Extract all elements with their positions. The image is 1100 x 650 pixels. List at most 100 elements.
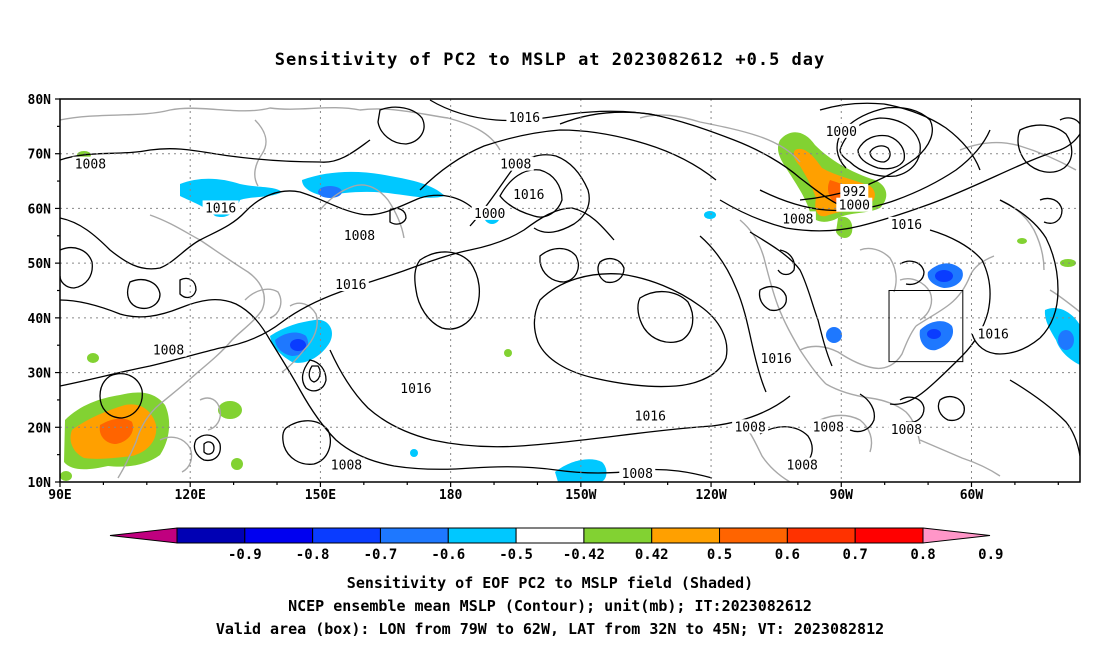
contour-label-bg: [332, 277, 369, 292]
colorbar-label: -0.6: [431, 547, 465, 563]
coastlines: [60, 106, 1080, 482]
colorbar-label: -0.8: [296, 547, 330, 563]
lon-label: 120W: [695, 488, 726, 503]
contour-label: 1008: [787, 459, 818, 474]
contour-label-bg: [341, 227, 378, 242]
lat-label: 40N: [28, 312, 52, 327]
lon-label: 150E: [305, 488, 336, 503]
lat-label: 60N: [28, 202, 52, 217]
shaded-sensitivity-areas: [60, 132, 1080, 482]
contour-label-bg: [506, 110, 543, 125]
mslp-contours: [60, 99, 1080, 479]
contour-label-bg: [840, 184, 869, 199]
contour-label-bg: [888, 422, 925, 437]
contour-label-bg: [888, 216, 925, 231]
contour-label: 1008: [331, 459, 362, 474]
colorbar-label: 0.9: [978, 547, 1003, 563]
lat-label: 10N: [28, 476, 52, 491]
contour-label: 1008: [734, 420, 765, 435]
colorbar-label: 0.8: [910, 547, 935, 563]
contour-label-bg: [72, 156, 109, 171]
lat-label: 70N: [28, 148, 52, 163]
caption-valid-area: Valid area (box): LON from 79W to 62W, L…: [215, 620, 885, 638]
contour-label-bg: [497, 156, 534, 171]
lon-label: 60W: [960, 488, 984, 503]
contour-label: 1016: [891, 218, 922, 233]
contour-label: 1008: [891, 423, 922, 438]
colorbar: [109, 527, 991, 544]
contour-label: 1016: [205, 201, 236, 216]
colorbar-swatch: [312, 527, 381, 544]
colorbar-swatch: [379, 527, 449, 544]
contour-label-bg: [810, 419, 847, 434]
contour-label-bg: [758, 350, 795, 365]
contour-label: 1016: [635, 409, 666, 424]
contour-label-bg: [779, 211, 816, 226]
caption-contour: NCEP ensemble mean MSLP (Contour); unit(…: [288, 597, 812, 615]
latitude-labels: 80N 70N 60N 50N 40N 30N 20N 10N: [28, 93, 52, 491]
shaded-negative-area: [704, 211, 716, 219]
contour-label-bg: [823, 123, 860, 138]
lat-label: 50N: [28, 257, 52, 272]
colorbar-label: 0.42: [635, 547, 669, 563]
contour-label: 1008: [622, 467, 653, 482]
colorbar-label: -0.9: [228, 547, 262, 563]
shaded-negative-area: [935, 270, 953, 282]
contour-label-bg: [397, 380, 434, 395]
valid-area-box: [888, 290, 964, 363]
contour-label: 1008: [75, 158, 106, 173]
colorbar-swatch: [922, 527, 991, 544]
shaded-positive-area: [99, 418, 134, 444]
colorbar-swatch: [719, 527, 788, 544]
shaded-negative-area: [826, 327, 842, 343]
contour-label-bg: [732, 419, 769, 434]
lon-label: 180: [439, 488, 463, 503]
shaded-positive-area: [1017, 238, 1027, 244]
shaded-positive-area: [218, 401, 242, 419]
colorbar-swatch: [447, 527, 517, 544]
lon-label: 90W: [830, 488, 854, 503]
contour-label: 992: [843, 185, 866, 200]
shaded-negative-area: [555, 459, 607, 482]
lon-label: 150W: [565, 488, 596, 503]
colorbar-labels: -0.9 -0.8 -0.7 -0.6 -0.5 -0.42 0.42 0.5 0.6 0.7 0.…: [228, 547, 1004, 563]
shaded-negative-area: [290, 339, 306, 351]
colorbar-swatch: [583, 527, 653, 544]
lat-label: 30N: [28, 367, 52, 382]
contour-label-bg: [510, 186, 547, 201]
chart-title: Sensitivity of PC2 to MSLP at 2023082612…: [274, 50, 826, 70]
colorbar-swatch: [176, 527, 246, 544]
colorbar-label: 0.7: [843, 547, 868, 563]
contour-label: 1008: [813, 420, 844, 435]
axis-ticks: [55, 98, 1059, 487]
colorbar-swatch: [244, 527, 314, 544]
colorbar-label: 0.6: [775, 547, 800, 563]
colorbar-swatch: [786, 527, 856, 544]
shaded-positive-area: [87, 353, 99, 363]
colorbar-swatch: [109, 527, 178, 544]
contour-label-bg: [975, 326, 1012, 341]
contour-label-bg: [632, 408, 669, 423]
contour-label: 1016: [978, 327, 1009, 342]
contour-label: 1000: [839, 199, 870, 214]
contour-label: 1016: [400, 382, 431, 397]
colorbar-label: -0.7: [364, 547, 398, 563]
longitude-labels: 90E 120E 150E 180 150W 120W 90W 60W: [48, 488, 983, 503]
contour-label: 1008: [344, 229, 375, 244]
colorbar-label: -0.42: [563, 547, 605, 563]
contour-label: 1000: [474, 207, 505, 222]
contour-label: 1008: [500, 158, 531, 173]
lon-label: 120E: [175, 488, 206, 503]
colorbar-label: 0.5: [707, 547, 732, 563]
contour-label: 1008: [782, 212, 813, 227]
shaded-positive-area: [504, 349, 512, 357]
colorbar-swatch: [515, 527, 585, 544]
colorbar-swatch: [854, 527, 924, 544]
contour-label: 1016: [513, 188, 544, 203]
caption-shading: Sensitivity of EOF PC2 to MSLP field (Sh…: [346, 574, 754, 592]
contour-label: 1000: [826, 125, 857, 140]
lat-label: 80N: [28, 93, 52, 108]
contour-label: 1016: [509, 111, 540, 126]
